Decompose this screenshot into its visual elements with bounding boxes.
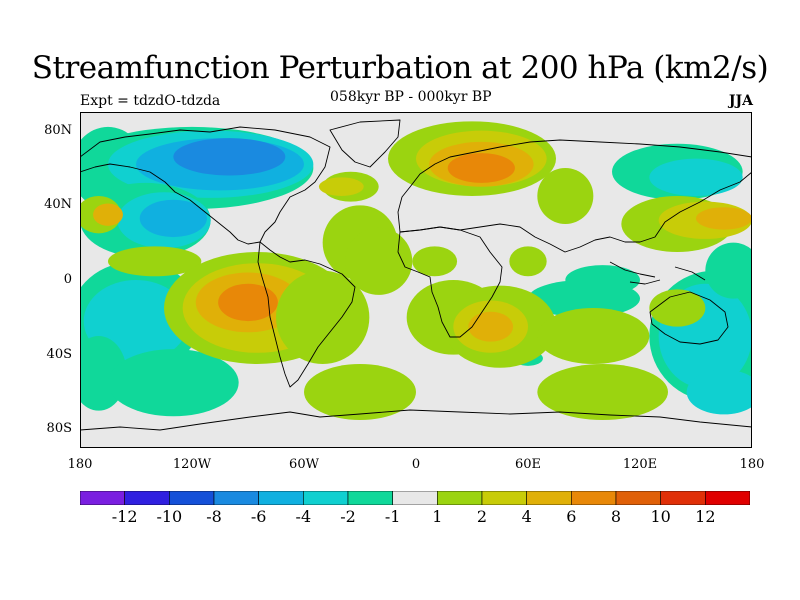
- map-title: Streamfunction Perturbation at 200 hPa (…: [31, 50, 769, 86]
- colorbar-tick-label: 4: [521, 507, 532, 526]
- anomaly-blob: [304, 364, 416, 420]
- colorbar-tick-label: -4: [295, 507, 312, 526]
- colorbar-swatch: [347, 491, 393, 505]
- colorbar-swatch: [258, 491, 304, 505]
- anomaly-blob: [218, 283, 278, 322]
- coast-antarctica: [80, 409, 752, 431]
- anomaly-blob: [537, 364, 668, 420]
- lon-tick-label: 0: [411, 457, 421, 472]
- colorbar-tick-label: 2: [476, 507, 488, 526]
- anomaly-blob: [705, 242, 752, 299]
- colorbar-swatch: [571, 491, 617, 505]
- coast-maritime-continent: [609, 261, 706, 285]
- anomaly-blob: [93, 203, 123, 226]
- colorbar-tick-label: -2: [340, 507, 356, 526]
- colorbar-tick-label: -8: [206, 507, 222, 526]
- coastlines: [80, 119, 752, 431]
- colorbar: [80, 491, 750, 505]
- colorbar-swatch: [169, 491, 215, 505]
- lat-tick-label: 40N: [44, 197, 72, 213]
- lon-tick-label: 60E: [514, 457, 542, 472]
- colorbar-swatch: [526, 491, 572, 505]
- anomaly-blob: [509, 246, 547, 277]
- coast-australia: [649, 291, 729, 345]
- lat-tick-label: 0: [63, 272, 72, 287]
- lon-tick-label: 120W: [172, 457, 212, 472]
- colorbar-swatch: [660, 491, 706, 505]
- anomaly-blob: [649, 158, 743, 196]
- map-plot: [80, 112, 752, 448]
- lon-tick-label: 180: [739, 457, 765, 472]
- colorbar-tick-label: 1: [432, 507, 443, 526]
- colorbar-swatch: [392, 491, 438, 505]
- colorbar-swatch: [124, 491, 170, 505]
- anomaly-blob: [318, 177, 364, 196]
- coast-greenland: [329, 119, 401, 168]
- season-label: JJA: [728, 93, 753, 109]
- colorbar-swatch: [481, 491, 527, 505]
- colorbar-tick-label: 10: [650, 507, 671, 526]
- anomaly-field: [80, 121, 752, 420]
- lat-tick-label: 80N: [44, 122, 72, 138]
- anomaly-blob: [696, 207, 752, 230]
- anomaly-blob: [468, 311, 514, 342]
- anomaly-blob: [537, 168, 594, 224]
- lat-tick-label: 40S: [46, 346, 72, 362]
- anomaly-blob: [173, 138, 286, 176]
- lon-tick-label: 60W: [289, 457, 319, 472]
- coast-south-america: [257, 241, 356, 388]
- colorbar-swatch: [615, 491, 661, 505]
- anomaly-blob: [447, 153, 515, 183]
- colorbar-swatch: [437, 491, 483, 505]
- anomaly-blob: [412, 246, 458, 277]
- colorbar-swatch: [705, 491, 750, 505]
- lon-tick-label: 120E: [622, 457, 658, 472]
- coast-north-america: [80, 126, 331, 245]
- anomaly-blob: [537, 308, 650, 364]
- anomaly-blob: [686, 369, 752, 415]
- anomaly-blob: [565, 265, 640, 295]
- map-frame: [80, 112, 752, 448]
- coast-africa: [397, 226, 503, 338]
- coast-eurasia: [397, 139, 752, 253]
- experiment-label: Expt = tdzdO-tdzda: [80, 93, 221, 109]
- colorbar-swatch: [80, 491, 125, 505]
- colorbar-swatch: [213, 491, 259, 505]
- anomaly-blob: [108, 349, 239, 417]
- lon-tick-label: 180: [67, 457, 93, 472]
- colorbar-tick-label: -1: [384, 507, 401, 526]
- anomaly-blob: [345, 227, 413, 295]
- anomaly-blob: [108, 246, 202, 277]
- anomaly-blob: [139, 199, 207, 238]
- anomaly-blob: [276, 270, 370, 364]
- anomaly-blob: [649, 289, 706, 327]
- colorbar-tick-label: -6: [250, 507, 267, 526]
- lat-tick-label: 80S: [46, 421, 72, 437]
- period-label: 058kyr BP - 000kyr BP: [330, 89, 492, 105]
- colorbar-swatch: [303, 491, 349, 505]
- colorbar-tick-label: -12: [111, 507, 138, 526]
- colorbar-tick-label: -10: [156, 507, 183, 526]
- colorbar-tick-label: 12: [695, 507, 716, 526]
- colorbar-tick-label: 8: [610, 507, 622, 526]
- colorbar-tick-label: 6: [566, 507, 577, 526]
